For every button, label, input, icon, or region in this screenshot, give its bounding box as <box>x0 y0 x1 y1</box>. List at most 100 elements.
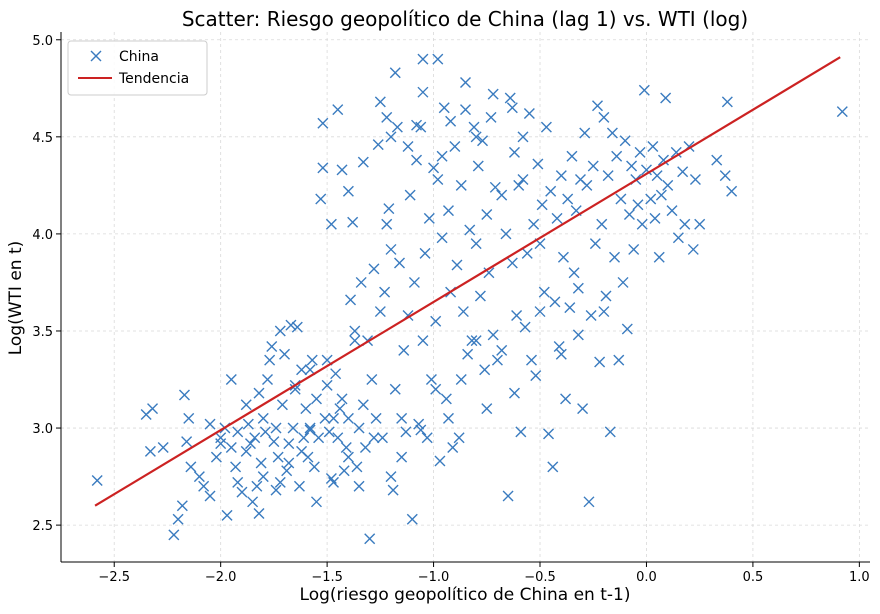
data-point <box>534 306 546 318</box>
data-point <box>519 321 531 333</box>
data-point <box>268 436 280 448</box>
data-point <box>147 403 159 415</box>
data-point <box>204 490 216 502</box>
data-point <box>500 228 512 240</box>
data-point <box>455 374 467 386</box>
data-point <box>330 368 342 380</box>
data-point <box>726 185 738 197</box>
data-point <box>381 111 393 123</box>
data-point <box>381 218 393 230</box>
data-point <box>383 203 395 215</box>
legend-label-trend: Tendencia <box>118 71 189 87</box>
data-point <box>655 189 667 201</box>
data-point <box>438 102 450 114</box>
data-point <box>396 412 408 424</box>
data-point <box>317 117 329 129</box>
data-point <box>315 193 327 205</box>
data-point <box>628 243 640 255</box>
data-point <box>247 496 259 508</box>
trend-line-group <box>94 56 841 507</box>
data-point <box>347 216 359 228</box>
data-point <box>689 174 701 186</box>
data-point <box>653 251 665 263</box>
data-point <box>349 335 361 347</box>
data-point <box>481 403 493 415</box>
data-point <box>598 111 610 123</box>
data-point <box>304 422 316 434</box>
data-point <box>323 426 335 438</box>
data-point <box>396 451 408 463</box>
data-point <box>406 513 418 525</box>
x-tick-label: −0.5 <box>524 570 556 585</box>
data-point <box>660 92 672 104</box>
data-point <box>308 461 320 473</box>
data-point <box>210 451 222 463</box>
x-tick-label: −2.5 <box>98 570 130 585</box>
data-point <box>549 296 561 308</box>
data-point <box>181 436 193 448</box>
data-point <box>440 393 452 405</box>
data-point <box>417 53 429 65</box>
data-point <box>225 441 237 453</box>
data-point <box>283 438 295 450</box>
data-point <box>321 379 333 391</box>
data-point <box>455 179 467 191</box>
data-point <box>394 257 405 269</box>
x-tick-label: 0.0 <box>636 570 657 585</box>
data-point <box>543 428 555 440</box>
data-point <box>304 424 316 436</box>
data-point <box>481 208 493 220</box>
data-point <box>385 243 397 255</box>
data-point <box>236 486 248 498</box>
data-point <box>506 102 518 114</box>
data-point <box>328 412 340 424</box>
data-point <box>721 96 733 108</box>
x-tick-label: 1.0 <box>849 570 870 585</box>
data-point <box>602 170 614 182</box>
data-point <box>677 166 689 178</box>
data-point <box>349 325 361 337</box>
data-point <box>257 412 269 424</box>
data-point <box>502 490 514 502</box>
data-point <box>508 146 520 158</box>
data-point <box>253 507 265 519</box>
data-point <box>283 457 295 469</box>
data-point <box>342 451 354 463</box>
data-point <box>472 160 484 172</box>
data-point <box>178 389 190 401</box>
data-point <box>342 185 354 197</box>
data-point <box>266 341 278 353</box>
data-point <box>366 374 378 386</box>
data-point <box>638 84 650 96</box>
data-point <box>538 286 550 298</box>
data-point <box>242 418 254 430</box>
x-axis-ticks: −2.5 −2.0 −1.5 −1.0 −0.5 0.0 0.5 1.0 <box>98 562 870 585</box>
data-point <box>336 164 348 176</box>
data-point <box>270 422 282 434</box>
data-point <box>281 465 293 477</box>
data-point <box>317 162 329 174</box>
data-point <box>168 529 180 541</box>
data-point <box>619 135 631 147</box>
data-point <box>474 290 486 302</box>
data-point <box>517 131 529 143</box>
data-point <box>325 218 337 230</box>
data-point <box>257 471 269 483</box>
data-point <box>530 370 542 382</box>
data-point <box>615 193 627 205</box>
data-point <box>185 461 197 473</box>
data-point <box>636 218 648 230</box>
data-point <box>560 393 572 405</box>
data-point <box>398 344 410 356</box>
data-point <box>264 354 276 366</box>
data-point <box>506 257 518 269</box>
data-point <box>457 306 469 318</box>
y-axis-title: Log(WTI en t) <box>6 241 26 356</box>
data-point <box>368 263 380 275</box>
data-point <box>649 212 661 224</box>
data-point <box>545 185 557 197</box>
x-axis-title: Log(riesgo geopolítico de China en t-1) <box>300 585 631 605</box>
data-point <box>460 104 471 116</box>
data-point <box>470 335 482 347</box>
